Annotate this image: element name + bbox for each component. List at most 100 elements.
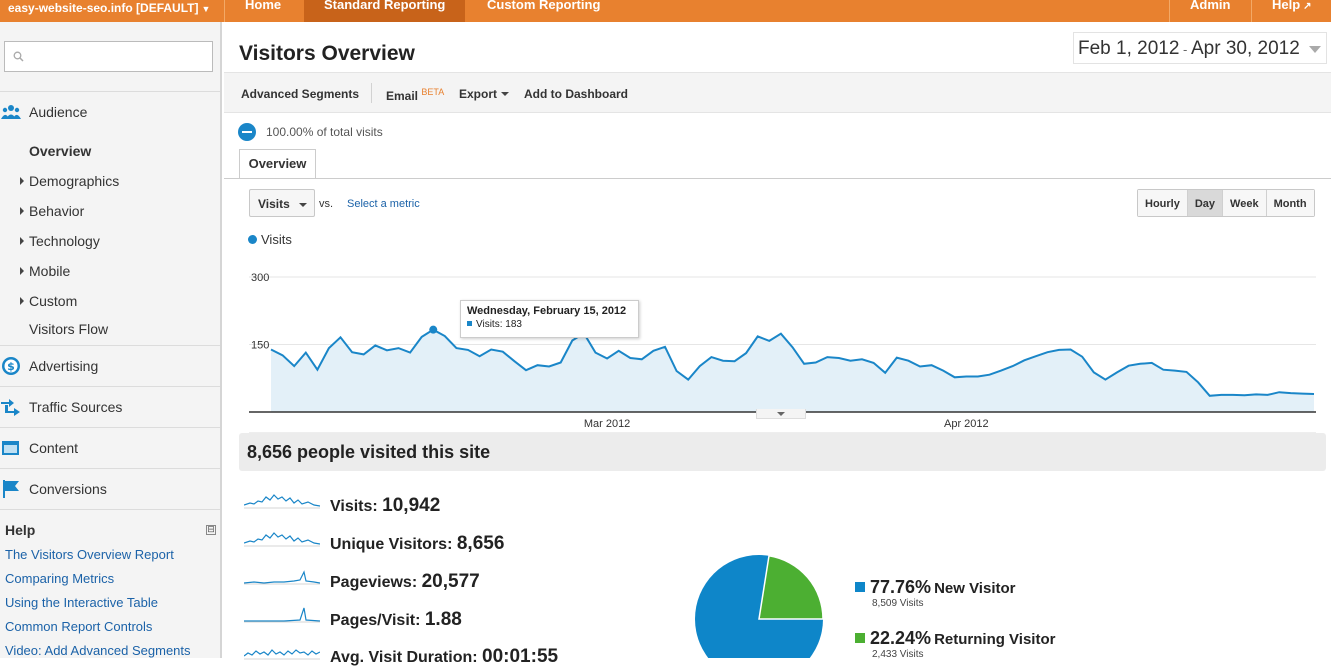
account-selector[interactable]: easy-website-seo.info [DEFAULT] ▼: [8, 0, 210, 22]
nav-help[interactable]: Help ↗: [1252, 0, 1331, 22]
sidebar-item-label: Traffic Sources: [29, 399, 123, 415]
dollar-icon: $: [2, 357, 20, 375]
segment-toggle-icon[interactable]: [238, 123, 256, 141]
content-icon: [2, 441, 19, 455]
sidebar-item-traffic-sources[interactable]: Traffic Sources: [0, 386, 220, 426]
stat-label: Visits: 10,942: [330, 495, 440, 517]
pie-slice-returning-visitor[interactable]: [758, 554, 824, 620]
sparkline-icon: [244, 494, 320, 509]
sidebar-item-advertising[interactable]: $ Advertising: [0, 345, 220, 385]
stat-name: Unique Visitors:: [330, 536, 457, 553]
tooltip-date: Wednesday, February 15, 2012: [467, 305, 627, 317]
stat-name: Visits:: [330, 498, 383, 515]
pie-legend-new-visitor: 77.76% New Visitor 8,509 Visits: [855, 577, 1016, 609]
x-tick-label: Apr 2012: [944, 418, 989, 430]
sidebar-item-label: Behavior: [29, 203, 85, 219]
email-button[interactable]: Email BETA: [386, 87, 444, 103]
sparkline-icon: [244, 570, 320, 585]
divider: [0, 509, 220, 510]
sparkline-icon: [244, 532, 320, 547]
granularity-week[interactable]: Week: [1223, 190, 1267, 216]
chevron-down-icon: [1309, 46, 1321, 53]
nav-divider: [1251, 0, 1252, 22]
select-metric-link[interactable]: Select a metric: [347, 198, 420, 210]
visitor-type-pie-chart[interactable]: [692, 552, 826, 658]
granularity-day[interactable]: Day: [1187, 190, 1224, 216]
export-button[interactable]: Export: [459, 87, 510, 101]
nav-standard-reporting[interactable]: Standard Reporting: [304, 0, 466, 22]
sidebar-item-label: Custom: [29, 293, 78, 309]
legend-name: New Visitor: [934, 580, 1016, 597]
highlight-point[interactable]: [429, 325, 438, 334]
x-tick-label: Mar 2012: [584, 418, 630, 430]
summary-title: 8,656 people visited this site: [247, 442, 491, 462]
chart-legend: Visits: [248, 232, 292, 247]
sidebar-item-content[interactable]: Content: [0, 427, 220, 467]
stat-name: Pages/Visit:: [330, 612, 425, 629]
stat-value: 8,656: [456, 533, 505, 554]
legend-label: Visits: [261, 232, 292, 247]
stat-label: Pages/Visit: 1.88: [330, 609, 462, 631]
nav-home[interactable]: Home: [245, 0, 282, 12]
audience-icon: [1, 105, 21, 119]
chevron-down-icon: ▼: [201, 4, 211, 14]
help-label: Help: [1272, 0, 1301, 12]
metric-selector[interactable]: Visits: [249, 189, 315, 217]
nav-custom-reporting[interactable]: Custom Reporting: [487, 0, 601, 12]
sidebar-item-demographics[interactable]: Demographics: [20, 173, 120, 189]
granularity-toggle: Hourly Day Week Month: [1137, 189, 1315, 217]
sidebar-item-mobile[interactable]: Mobile: [20, 263, 70, 279]
sidebar-item-visitors-flow[interactable]: Visitors Flow: [29, 321, 109, 337]
collapse-icon[interactable]: ⊟: [206, 524, 216, 535]
caret-right-icon: [20, 207, 24, 215]
visits-area: [271, 329, 1314, 412]
series-square-icon: [467, 321, 472, 326]
visits-line-chart[interactable]: 150 300 Mar 2012 Apr 2012: [249, 255, 1316, 435]
sidebar-item-behavior[interactable]: Behavior: [20, 203, 85, 219]
sidebar-item-technology[interactable]: Technology: [20, 233, 100, 249]
stat-name: Pageviews:: [330, 574, 422, 591]
caret-right-icon: [20, 237, 24, 245]
summary-bar: 8,656 people visited this site: [239, 433, 1326, 471]
tooltip-value: Visits: 183: [467, 319, 632, 330]
help-link[interactable]: Comparing Metrics: [5, 571, 115, 586]
help-link[interactable]: Common Report Controls: [5, 619, 153, 634]
advanced-segments-button[interactable]: Advanced Segments: [241, 87, 360, 101]
date-start: Feb 1, 2012: [1078, 38, 1180, 59]
chevron-down-icon: [299, 203, 307, 207]
sidebar-item-audience[interactable]: Audience: [0, 91, 220, 131]
add-to-dashboard-button[interactable]: Add to Dashboard: [524, 87, 628, 101]
help-link[interactable]: The Visitors Overview Report: [5, 547, 174, 562]
search-box[interactable]: [4, 41, 213, 72]
sidebar-item-conversions[interactable]: Conversions: [0, 468, 220, 508]
sidebar-item-label: Technology: [29, 233, 100, 249]
help-heading: Help: [5, 522, 36, 538]
stat-label: Avg. Visit Duration: 00:01:55: [330, 646, 558, 668]
legend-name: Returning Visitor: [934, 631, 1056, 648]
help-link[interactable]: Video: Add Advanced Segments: [5, 643, 191, 658]
date-range-picker[interactable]: Feb 1, 2012 - Apr 30, 2012: [1073, 32, 1327, 64]
sidebar-item-overview[interactable]: Overview: [29, 143, 92, 159]
caret-right-icon: [20, 297, 24, 305]
chart-expand-handle[interactable]: [756, 409, 806, 419]
legend-visits: 2,433 Visits: [872, 649, 924, 660]
flag-icon: [3, 480, 19, 498]
granularity-month[interactable]: Month: [1266, 190, 1314, 216]
stat-value: 1.88: [424, 609, 462, 630]
legend-square-icon: [855, 633, 865, 643]
sidebar-item-label: Demographics: [29, 173, 120, 189]
sidebar: Audience Overview Demographics Behavior …: [0, 22, 222, 658]
tooltip-value-text: Visits: 183: [476, 319, 522, 330]
nav-admin[interactable]: Admin: [1190, 0, 1231, 12]
stat-label: Pageviews: 20,577: [330, 571, 480, 593]
granularity-hourly[interactable]: Hourly: [1138, 190, 1188, 216]
caret-right-icon: [20, 177, 24, 185]
search-input[interactable]: [29, 47, 209, 67]
sidebar-item-custom[interactable]: Custom: [20, 293, 78, 309]
chevron-down-icon: [501, 92, 510, 96]
tab-overview[interactable]: Overview: [239, 149, 316, 179]
pie-legend-returning-visitor: 22.24% Returning Visitor 2,433 Visits: [855, 628, 1056, 660]
sidebar-item-label: Audience: [29, 104, 88, 120]
help-link[interactable]: Using the Interactive Table: [5, 595, 158, 610]
email-label: Email: [386, 89, 419, 103]
